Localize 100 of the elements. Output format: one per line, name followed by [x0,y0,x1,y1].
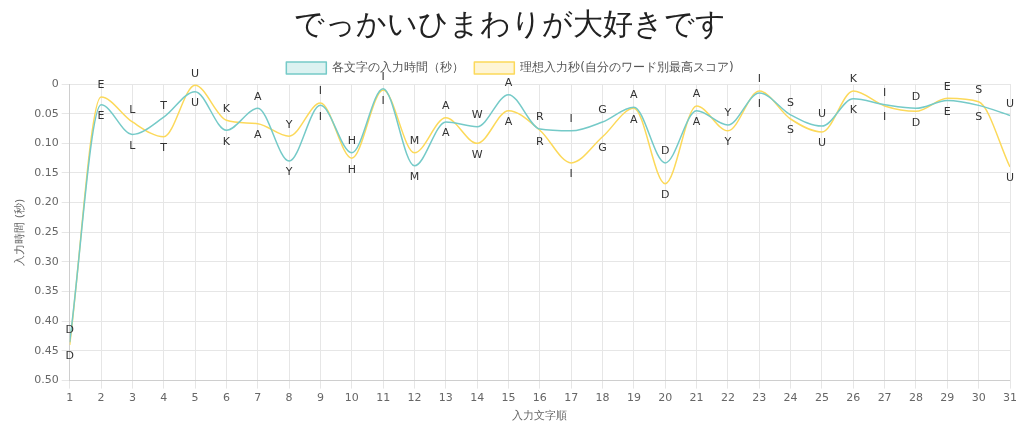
data-label: S [975,83,983,97]
y-tick-label: 0.50 [34,373,59,387]
y-tick-label: 0.30 [34,254,59,268]
data-label: I [569,167,573,181]
x-tick-label: 9 [316,391,324,405]
data-label: S [787,96,795,110]
x-tick-label: 26 [846,391,861,405]
x-tick-label: 8 [285,391,293,405]
data-label: D [911,89,921,103]
data-label: K [222,101,231,115]
x-tick-label: 22 [720,391,735,405]
data-label: E [943,79,951,93]
data-label: A [504,76,513,90]
data-label: A [504,115,513,129]
x-tick-label: 24 [783,391,798,405]
data-label: Y [284,165,293,179]
x-tick-label: 2 [97,391,105,405]
data-label: R [536,134,545,148]
x-tick-label: 31 [1003,391,1017,405]
x-tick-label: 12 [407,391,422,405]
data-label: T [159,98,168,112]
data-label: D [911,115,921,129]
data-label: E [97,78,105,92]
data-label: A [442,126,451,140]
data-label: G [598,103,607,117]
data-label: A [630,112,639,126]
data-label: S [975,109,983,123]
x-tick-label: 19 [626,391,641,405]
data-label: H [347,134,356,148]
data-label: K [849,103,858,117]
data-label: A [692,87,701,101]
data-label: I [569,112,573,126]
x-tick-label: 23 [752,391,767,405]
data-label: K [222,134,231,148]
data-label: H [347,162,356,176]
data-label: E [943,104,951,118]
x-tick-label: 25 [814,391,829,405]
y-tick-label: 0.15 [34,165,59,179]
data-label: R [536,110,545,124]
data-label: W [471,147,483,161]
x-tick-label: 27 [877,391,892,405]
data-label: I [883,110,887,124]
data-label: T [159,141,168,155]
data-label: G [598,141,607,155]
x-tick-label: 10 [344,391,359,405]
data-label: L [129,138,137,152]
y-axis-title: 入力時間 (秒) [13,198,27,266]
y-tick-label: 0.35 [34,284,59,298]
x-tick-label: 3 [128,391,136,405]
data-label: I [757,72,761,86]
data-label: I [381,94,385,108]
data-label: U [1005,96,1015,110]
x-tick-label: 6 [222,391,230,405]
x-tick-label: 16 [532,391,547,405]
data-label: D [660,188,670,202]
data-label: U [817,136,826,150]
y-tick-label: 0.10 [34,136,59,150]
data-label: S [787,123,795,137]
data-label: A [692,115,701,129]
y-tick-label: 0 [51,76,59,90]
x-tick-label: 13 [438,391,453,405]
data-label: I [757,97,761,111]
data-label: U [1005,171,1015,185]
data-label: M [409,170,420,184]
data-label: D [660,144,670,158]
chart-title: でっかいひまわりが大好きです [294,5,726,41]
data-label: A [442,99,451,113]
y-tick-label: 0.20 [34,195,59,209]
x-tick-label: 28 [908,391,923,405]
data-label: W [471,108,483,122]
x-tick-label: 5 [191,391,199,405]
x-tick-label: 30 [971,391,986,405]
data-label: E [97,109,105,123]
data-label: Y [284,117,293,131]
y-tick-label: 0.45 [34,343,59,357]
data-label: A [630,88,639,102]
y-tick-label: 0.25 [34,225,59,239]
data-label: K [849,72,858,86]
data-label: U [191,96,200,110]
x-tick-label: 4 [160,391,168,405]
data-label: I [883,86,887,100]
legend-label: 理想入力秒(自分のワード別最高スコア) [520,60,734,75]
x-tick-label: 15 [501,391,516,405]
x-tick-label: 7 [254,391,262,405]
x-tick-label: 17 [564,391,579,405]
data-label: Y [723,135,732,149]
x-tick-label: 21 [689,391,704,405]
data-label: A [253,89,262,103]
x-tick-label: 14 [470,391,485,405]
data-label: U [817,107,826,121]
x-tick-label: 1 [66,391,74,405]
data-label: A [253,128,262,142]
data-label: D [65,349,74,363]
data-label: L [129,103,137,117]
x-tick-label: 18 [595,391,610,405]
x-axis-title: 入力文字順 [512,409,568,423]
data-label: M [409,134,420,148]
y-tick-label: 0.05 [34,106,59,120]
y-tick-label: 0.40 [34,314,59,328]
data-label: I [318,109,323,123]
